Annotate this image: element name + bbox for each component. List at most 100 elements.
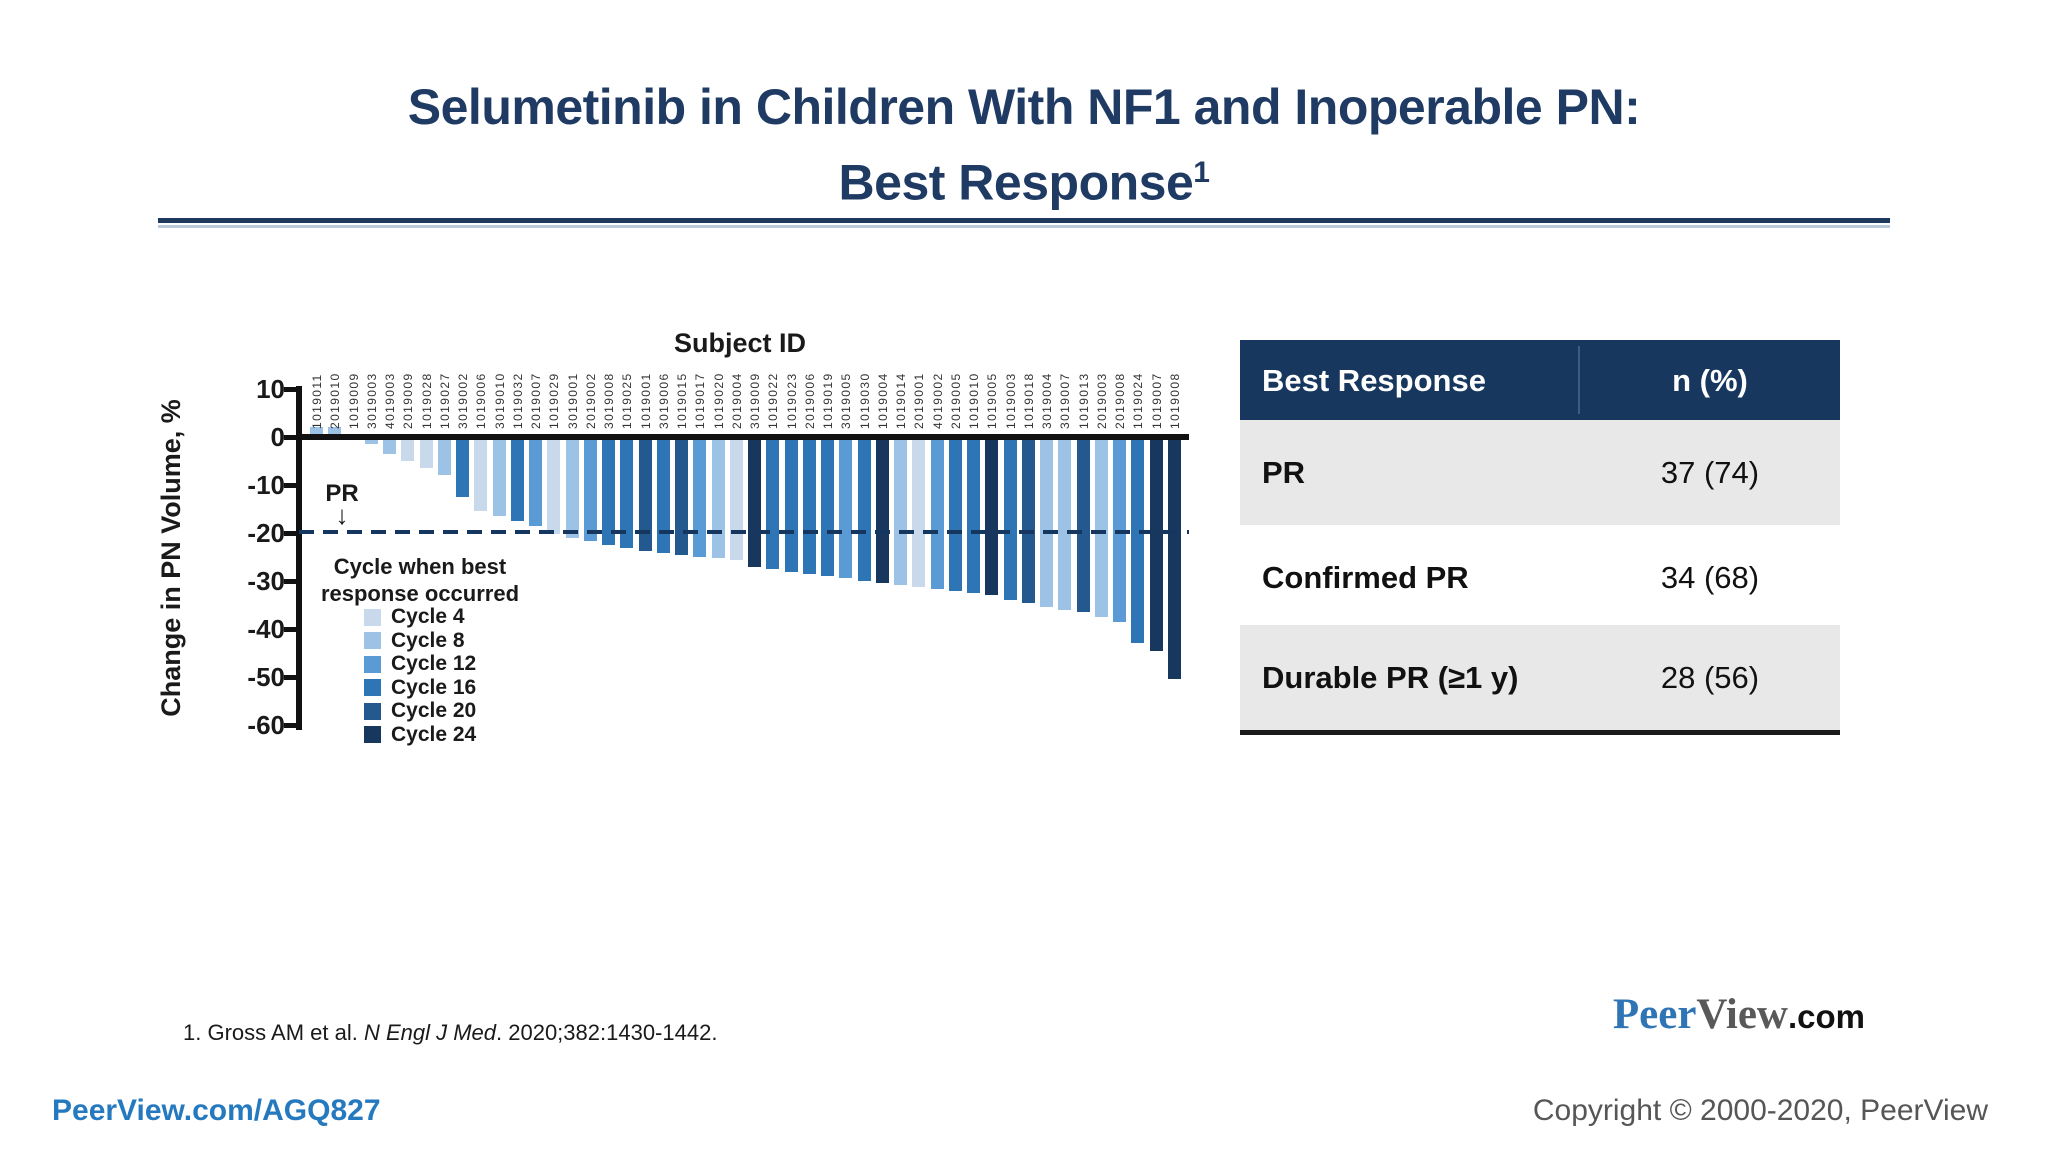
legend-label: Cycle 20 [391,699,477,722]
bar-cycle-12 [693,437,707,557]
y-tick-label: -10 [247,470,285,500]
bar-cycle-8 [310,427,323,437]
legend-item: Cycle 8 [364,629,465,653]
bar-cycle-8 [1094,437,1108,617]
bar-cycle-4 [419,437,433,469]
bar-cycle-24 [1167,437,1181,680]
y-tick-mark [284,531,298,536]
bar-cycle-16 [656,437,670,554]
peerview-logo: Peer View .com [1613,990,1865,1039]
table-cell-value: 37 (74) [1660,454,1760,490]
legend-item: Cycle 20 [364,699,476,723]
subject-id-label: 1019017 [693,372,708,429]
bar-cycle-20 [1076,437,1090,613]
bar-cycle-8 [1058,437,1072,610]
footnote-suffix: . 2020;382:1430-1442. [496,1020,718,1045]
subject-id-label: 1019023 [784,372,799,429]
subject-id-label: 2019003 [1094,372,1109,429]
subject-id-label: 1019027 [437,372,452,429]
subject-id-label: 3019006 [656,372,671,429]
subject-id-label: 1019008 [1167,372,1182,429]
pr-threshold-dashed-line [299,530,1189,534]
peerview-program-link[interactable]: PeerView.com/AGQ827 [52,1094,381,1127]
subject-id-label: 1019032 [510,372,525,429]
table-cell-value: 34 (68) [1660,559,1760,595]
copyright-text: Copyright © 2000-2020, PeerView [1532,1094,1988,1127]
subject-id-label: 1019030 [857,372,872,429]
reference-footnote: 1. Gross AM et al. N Engl J Med. 2020;38… [183,1020,717,1046]
subject-id-label: 1019013 [1076,372,1091,429]
y-tick-mark [284,723,298,728]
subject-id-label: 4019003 [383,372,397,429]
bar-cycle-16 [948,437,962,591]
title-divider-shadow [158,225,1890,228]
bar-cycle-8 [1040,437,1053,608]
table-header-n-pct: n (%) [1672,363,1748,398]
bar-cycle-16 [857,437,871,581]
logo-view: View [1696,991,1788,1038]
bar-cycle-8 [492,437,506,517]
legend-label: Cycle 24 [391,722,477,746]
subject-id-label: 3019005 [839,372,854,429]
chart-x-title: Subject ID [673,328,807,358]
table-row-durable-pr: Durable PR (≥1 y) 28 (56) [1240,625,1840,730]
subject-id-label: 1019019 [821,372,835,429]
y-tick-label: -60 [247,710,285,740]
legend-label: Cycle 8 [391,628,465,652]
legend-swatch [364,726,381,743]
bar-cycle-4 [729,437,743,560]
bar-cycle-12 [583,437,597,541]
footnote-prefix: 1. Gross AM et al. [183,1020,364,1045]
y-tick-label: 0 [270,422,285,452]
bar-cycle-8 [437,437,451,476]
bar-cycle-24 [1149,437,1163,651]
subject-id-label: 1019004 [875,372,890,429]
subject-id-label: 1019015 [675,372,689,429]
y-tick-mark [284,627,298,632]
subject-id-label: 2019002 [583,372,598,429]
bar-cycle-24 [985,437,999,596]
bar-cycle-20 [1021,437,1035,603]
legend-swatch [364,655,381,673]
legend-title: Cycle when best response occurred [250,553,590,607]
y-tick-mark [284,435,298,440]
logo-peer: Peer [1612,991,1697,1038]
subject-id-label: 2019001 [912,372,927,429]
bar-cycle-12 [1113,437,1126,622]
bar-cycle-4 [401,437,415,461]
bar-cycle-16 [802,437,816,575]
y-tick-label: 10 [256,374,285,404]
subject-id-label: 1019005 [985,372,1000,429]
y-tick-mark [284,387,298,392]
y-tick-label: -40 [247,614,285,644]
bar-cycle-16 [784,437,798,573]
subject-id-label: 1019007 [1149,372,1164,429]
legend-title-line2: response occurred [320,581,520,606]
subject-id-label: 1019011 [310,373,324,429]
page-title: Selumetinib in Children With NF1 and Ino… [0,74,2048,216]
table-cell-label: Confirmed PR [1262,559,1469,595]
subject-id-label: 1019001 [638,372,653,429]
subject-id-label: 4019002 [930,372,945,429]
table-row-pr: PR 37 (74) [1240,420,1840,525]
bar-cycle-8 [364,437,378,445]
subject-id-label: 2019005 [948,372,963,429]
y-tick-label: -30 [247,566,285,596]
subject-id-label: 2019004 [729,372,744,429]
bar-cycle-8 [383,437,396,454]
bar-cycle-20 [638,437,652,552]
bar-cycle-8 [328,427,342,437]
table-header-divider [1578,346,1580,414]
legend-label: Cycle 4 [391,605,465,628]
bar-cycle-8 [711,437,725,559]
subject-id-label: 3019004 [1040,372,1054,429]
bar-cycle-4 [474,437,488,512]
bar-cycle-16 [766,437,780,570]
subject-id-label: 3019009 [748,372,762,429]
bar-cycle-4 [912,437,926,587]
bar-cycle-16 [456,437,469,497]
subject-id-label: 1019024 [1131,372,1146,429]
